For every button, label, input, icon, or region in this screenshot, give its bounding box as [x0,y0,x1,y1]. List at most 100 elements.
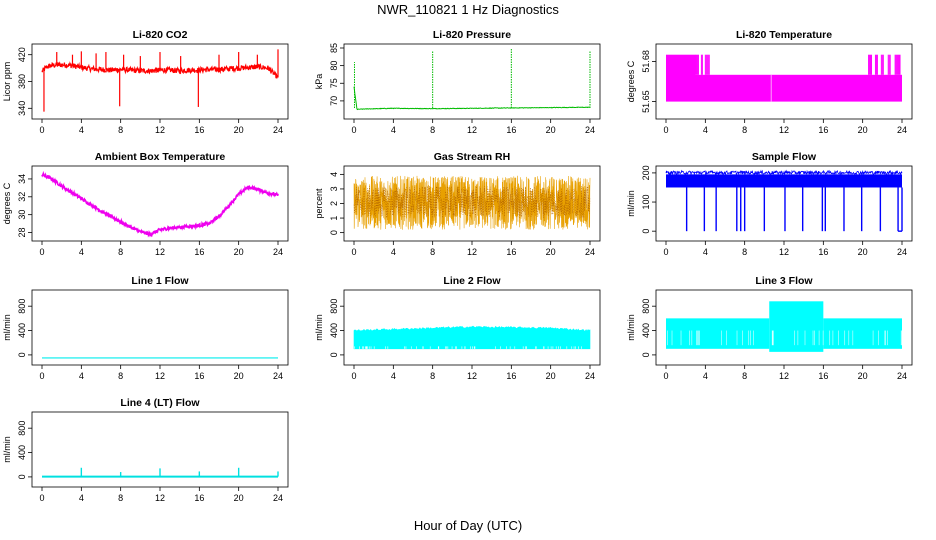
x-tick-label: 4 [391,125,396,135]
chart-panel-2: Li-820 Pressure kPa 0 4 8 12 16 20 24 70 75 80 85 [314,29,601,135]
x-tick-label: 24 [585,371,595,381]
series-dots [353,186,591,219]
chart-panel-10: Line 4 (LT) Flow ml/min 0 4 8 12 16 20 24 0 400 800 [2,397,289,503]
y-axis-label: degrees C [626,60,636,102]
y-tick-label: 0 [17,474,27,479]
x-tick-label: 12 [155,247,165,257]
y-tick-label: 28 [17,228,27,238]
x-tick-label: 8 [742,247,747,257]
y-axis-label: ml/min [626,314,636,341]
x-tick-label: 12 [779,125,789,135]
chart-panel-7: Line 1 Flow ml/min 0 4 8 12 16 20 24 0 400 800 [2,275,289,381]
y-tick-label: 3 [329,186,339,191]
series-3 [666,54,902,102]
y-tick-label: 51.65 [641,90,651,113]
y-axis-label: percent [314,188,324,219]
chart-panel-9: Line 3 Flow ml/min 0 4 8 12 16 20 24 0 400 800 [626,275,913,381]
x-tick-label: 8 [430,371,435,381]
y-tick-label: 32 [17,192,27,202]
x-tick-label: 16 [506,371,516,381]
series-5 [353,175,591,230]
x-tick-label: 16 [194,125,204,135]
x-tick-label: 4 [79,247,84,257]
y-axis-label: ml/min [626,190,636,217]
y-tick-label: 80 [329,61,339,71]
x-tick-label: 24 [585,125,595,135]
x-tick-label: 8 [118,125,123,135]
x-tick-label: 0 [663,371,668,381]
chart-title: Line 3 Flow [755,275,813,287]
plot-frame [31,289,289,366]
x-tick-label: 8 [118,247,123,257]
x-tick-label: 16 [194,493,204,503]
x-tick-label: 16 [194,371,204,381]
y-tick-label: 0 [641,352,651,357]
y-tick-label: 400 [17,445,27,460]
series-10 [42,467,279,478]
y-tick-label: 400 [329,323,339,338]
x-tick-label: 20 [546,371,556,381]
x-tick-label: 0 [663,125,668,135]
y-tick-label: 30 [17,210,27,220]
chart-title: Gas Stream RH [434,151,510,163]
chart-panel-8: Line 2 Flow ml/min 0 4 8 12 16 20 24 0 400 800 [314,275,601,381]
y-tick-label: 75 [329,78,339,88]
chart-panel-1: Li-820 CO2 Licor ppm 0 4 8 12 16 20 24 340 380 420 [2,29,289,135]
y-tick-label: 0 [641,229,651,234]
top-block [666,54,696,102]
x-tick-label: 20 [858,125,868,135]
level-block [695,74,902,102]
y-tick-label: 51.68 [641,50,651,73]
x-tick-label: 24 [273,247,283,257]
x-tick-label: 0 [351,125,356,135]
x-tick-label: 16 [818,125,828,135]
x-tick-label: 12 [467,125,477,135]
x-tick-label: 0 [39,493,44,503]
series-1 [41,49,279,112]
y-axis-label: ml/min [2,314,12,341]
x-tick-label: 4 [703,247,708,257]
chart-title: Line 2 Flow [443,275,501,287]
x-tick-label: 12 [155,371,165,381]
chart-panel-3: Li-820 Temperature degrees C 0 4 8 12 16 20 24 51… [626,29,913,135]
y-tick-label: 1 [329,216,339,221]
x-tick-label: 12 [155,493,165,503]
x-tick-label: 24 [897,371,907,381]
y-tick-label: 380 [17,74,27,89]
y-tick-label: 0 [17,352,27,357]
x-tick-label: 20 [546,247,556,257]
x-tick-label: 8 [742,125,747,135]
x-tick-label: 8 [118,371,123,381]
x-tick-label: 4 [703,125,708,135]
y-tick-label: 85 [329,43,339,53]
x-tick-label: 4 [703,371,708,381]
x-tick-label: 16 [818,371,828,381]
y-tick-label: 200 [641,165,651,180]
x-tick-label: 24 [273,125,283,135]
x-tick-label: 20 [234,125,244,135]
chart-title: Sample Flow [752,151,817,163]
x-tick-label: 12 [779,371,789,381]
x-tick-label: 12 [779,247,789,257]
y-tick-label: 0 [329,352,339,357]
x-tick-label: 0 [39,371,44,381]
y-tick-label: 400 [17,323,27,338]
high-block [769,301,824,352]
x-tick-label: 0 [351,371,356,381]
x-tick-label: 16 [506,125,516,135]
chart-title: Li-820 CO2 [133,29,188,41]
x-tick-label: 20 [234,247,244,257]
series-4 [41,170,279,238]
x-tick-label: 0 [663,247,668,257]
chart-title: Li-820 Pressure [433,29,511,41]
y-axis-label: kPa [314,74,324,90]
series-6 [665,169,903,232]
series-8 [353,325,591,350]
flow-band [666,174,902,188]
x-tick-label: 16 [818,247,828,257]
x-tick-label: 24 [585,247,595,257]
x-tick-label: 8 [430,247,435,257]
